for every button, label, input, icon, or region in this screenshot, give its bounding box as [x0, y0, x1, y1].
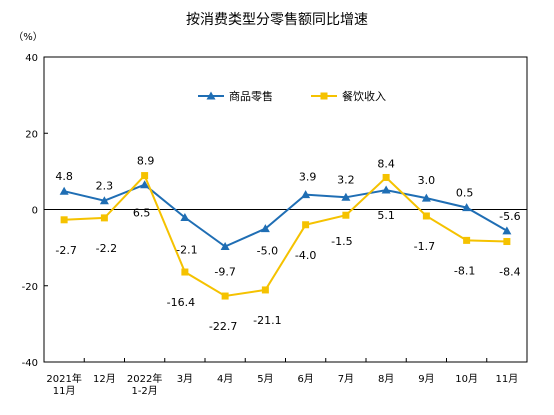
data-point-square [221, 292, 229, 300]
data-point-triangle [59, 186, 69, 195]
data-label: 3.0 [418, 174, 436, 187]
x-tick-label-line: 3月 [177, 373, 193, 385]
x-tick-label: 8月 [378, 373, 394, 385]
data-label: -2.2 [96, 242, 117, 255]
data-label: -16.4 [167, 296, 195, 309]
series-line-1 [63, 183, 508, 248]
data-point-triangle [99, 196, 109, 205]
data-label: 2.3 [96, 180, 114, 193]
x-tick-label-line: 4月 [217, 373, 233, 385]
data-point-square [302, 221, 310, 229]
data-label: -8.1 [454, 264, 475, 277]
x-tick-label: 2021年 11月 [46, 372, 81, 397]
legend: 商品零售 餐饮收入 [198, 89, 386, 103]
data-label: 3.2 [337, 173, 355, 186]
data-point-triangle [502, 226, 512, 235]
x-tick-label-line: 8月 [378, 373, 394, 385]
data-label: -2.7 [55, 244, 76, 257]
data-point-square [422, 212, 430, 220]
legend-label: 商品零售 [229, 89, 273, 103]
data-label: 0.5 [456, 187, 474, 200]
data-label: -21.1 [253, 314, 281, 327]
x-tick-label: 12月 [93, 373, 116, 385]
data-point-triangle [301, 190, 311, 199]
x-tick-label-line: 12月 [93, 373, 116, 385]
data-label: -22.7 [209, 320, 237, 333]
data-label: -2.1 [176, 244, 197, 257]
data-point-square [181, 268, 189, 276]
data-label: 6.5 [133, 207, 151, 220]
data-point-square [100, 214, 108, 222]
data-point-triangle [421, 193, 431, 202]
x-tick-label-line: 9月 [418, 373, 434, 385]
data-point-triangle [462, 203, 472, 212]
x-tick-label: 11月 [496, 373, 519, 385]
y-tick-label: 20 [25, 129, 38, 140]
x-tick-label-line: 2022年 [127, 372, 162, 385]
data-point-triangle [260, 224, 270, 233]
data-point-triangle [341, 192, 351, 201]
data-label: -9.7 [214, 265, 235, 278]
data-point-triangle [381, 185, 391, 194]
data-label: -1.7 [414, 240, 435, 253]
x-tick-label: 3月 [177, 373, 193, 385]
data-label: 3.9 [299, 171, 317, 184]
data-point-square [382, 173, 390, 181]
data-label: 8.9 [137, 155, 155, 168]
data-label: 4.8 [55, 170, 73, 183]
x-tick-label-line: 6月 [297, 373, 313, 385]
x-tick-label-line: 5月 [257, 373, 273, 385]
data-point-square [503, 238, 511, 246]
data-label: 8.4 [377, 157, 395, 170]
data-label: 5.1 [377, 209, 395, 222]
data-point-square [60, 216, 68, 224]
data-point-square [261, 286, 269, 294]
y-axis-unit: （%） [13, 31, 43, 43]
x-tick-label-line: 10月 [455, 373, 478, 385]
x-tick-label-line: 7月 [338, 373, 354, 385]
x-tick-label: 2022年 1-2月 [127, 372, 162, 397]
data-point-triangle [220, 241, 230, 250]
x-tick-label-line: 11月 [496, 373, 519, 385]
x-tick-label: 7月 [338, 373, 354, 385]
data-label: -5.0 [257, 245, 278, 258]
x-tick-label: 10月 [455, 373, 478, 385]
y-tick-label: 40 [25, 53, 38, 64]
legend-marker-square [320, 92, 328, 100]
series-line-2 [64, 173, 507, 298]
legend-marker-triangle [206, 91, 216, 100]
data-label: -5.6 [499, 210, 520, 223]
legend-label: 餐饮收入 [342, 89, 386, 103]
data-label: -1.5 [331, 235, 352, 248]
data-point-triangle [140, 180, 150, 189]
data-label: -4.0 [295, 249, 316, 262]
x-tick-label: 9月 [418, 373, 434, 385]
y-tick-label: 0 [32, 206, 38, 217]
series-layer [59, 172, 512, 300]
data-point-square [463, 236, 471, 244]
data-label: -8.4 [499, 266, 520, 279]
x-tick-label: 4月 [217, 373, 233, 385]
data-point-square [141, 172, 149, 180]
data-point-square [342, 211, 350, 219]
data-point-triangle [180, 213, 190, 222]
x-tick-label-line: 1-2月 [131, 385, 157, 397]
x-tick-label: 6月 [297, 373, 313, 385]
y-tick-label: -20 [22, 282, 38, 293]
x-tick-label-line: 2021年 [46, 372, 81, 385]
data-label-layer: 4.8 2.3 6.5 -2.1 -9.7 -5.0 3.9 3.2 5.1 3.0 0.5 -5.6… [55, 155, 520, 333]
x-tick-label-line: 11月 [53, 385, 76, 397]
x-tick-label: 5月 [257, 373, 273, 385]
chart-title: 按消费类型分零售额同比增速 [186, 12, 368, 28]
y-tick-label: -40 [22, 358, 38, 369]
